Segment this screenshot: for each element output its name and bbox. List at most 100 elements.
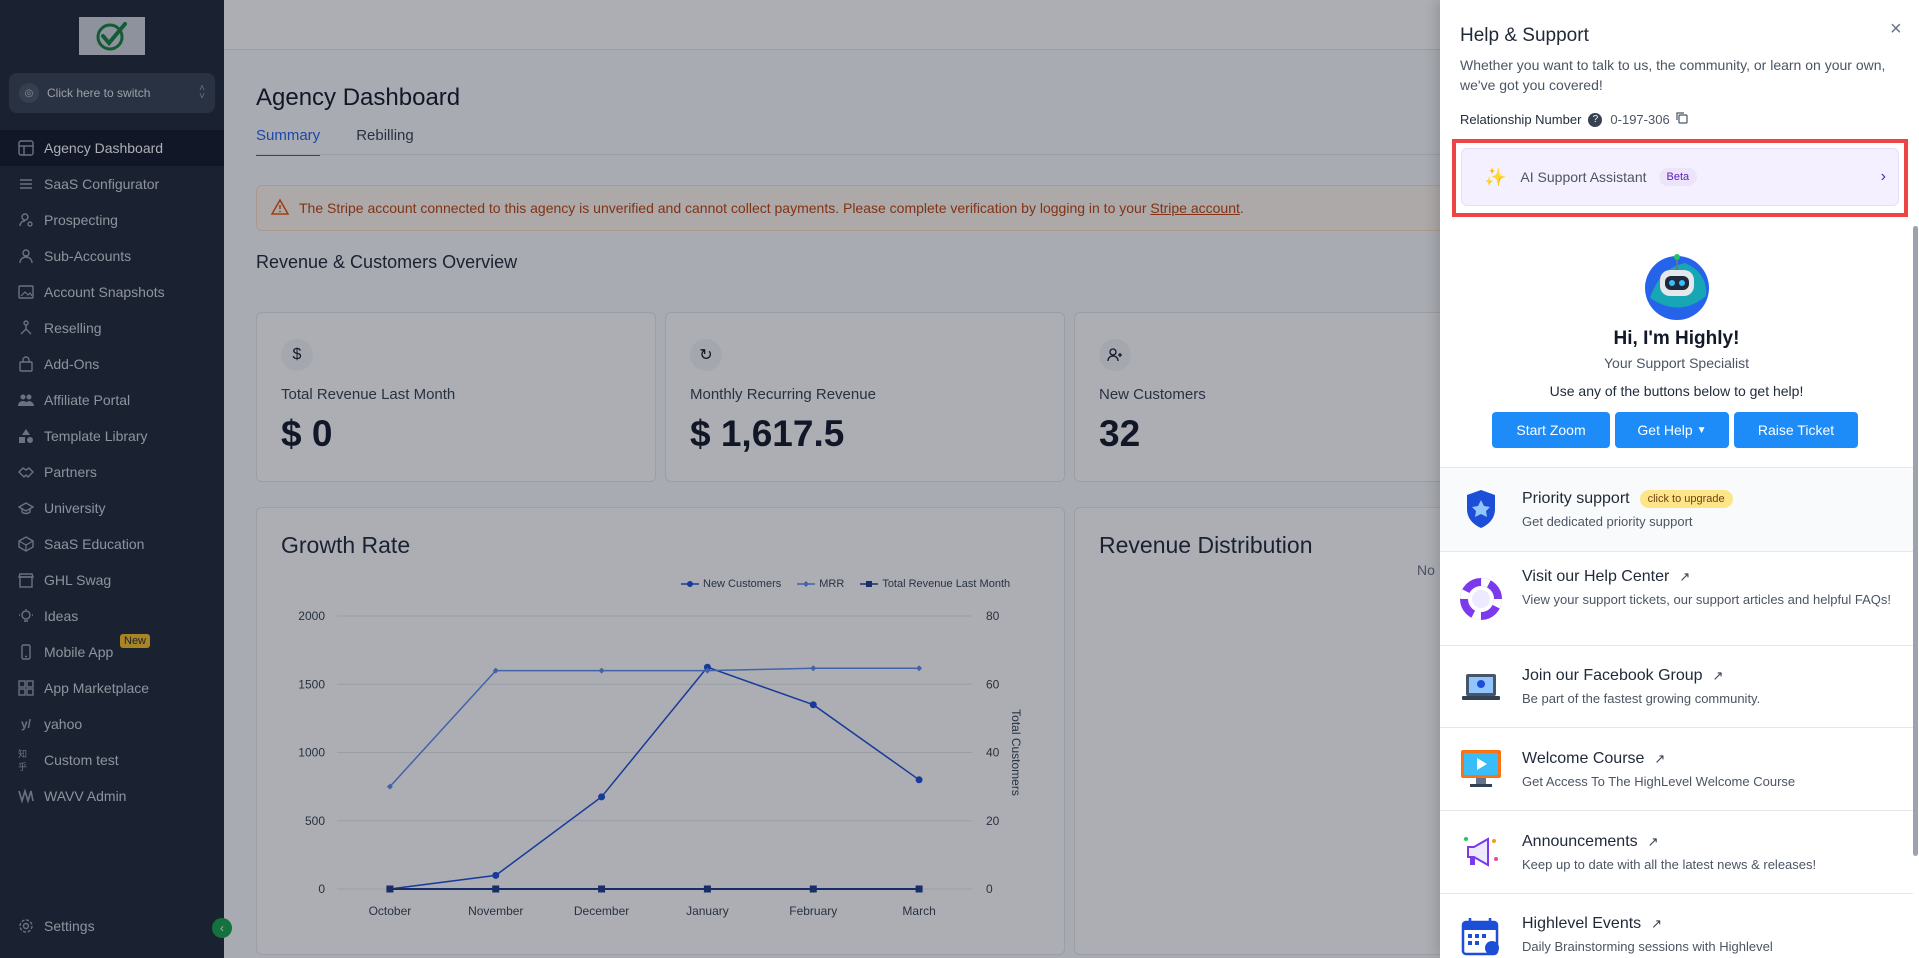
sidebar-item-app-marketplace[interactable]: App Marketplace: [0, 670, 224, 706]
data-point: [492, 667, 499, 674]
agency-logo[interactable]: [79, 17, 145, 55]
specialist-label: Your Support Specialist: [1603, 355, 1750, 371]
x-tick-label: March: [902, 904, 935, 918]
sidebar-item-account-snapshots[interactable]: Account Snapshots: [0, 274, 224, 310]
wavv-icon: [18, 788, 34, 804]
priority-support-title: Priority support: [1522, 490, 1630, 507]
support-item-facebook-group[interactable]: Join our Facebook Group ↗ Be part of the…: [1440, 645, 1913, 727]
account-switcher[interactable]: ◎ Click here to switch ˄ ˅: [9, 73, 215, 113]
data-point: [598, 667, 605, 674]
stat-card-mrr: ↻ Monthly Recurring Revenue $ 1,617.5: [665, 312, 1065, 482]
relationship-label: Relationship Number: [1460, 112, 1582, 127]
sidebar-item-reselling[interactable]: Reselling: [0, 310, 224, 346]
support-item-desc: Get Access To The HighLevel Welcome Cour…: [1522, 774, 1796, 789]
announcements-title: Announcements: [1522, 833, 1638, 850]
sidebar-item-label: GHL Swag: [44, 572, 112, 588]
sidebar-item-sub-accounts[interactable]: Sub-Accounts: [0, 238, 224, 274]
get-help-button[interactable]: Get Help ▼: [1615, 412, 1729, 448]
sidebar-item-settings[interactable]: Settings: [0, 908, 224, 944]
stat-value: $ 0: [281, 413, 333, 454]
sidebar-item-ideas[interactable]: Ideas: [0, 598, 224, 634]
legend-swatch-new-customers: [681, 581, 699, 587]
help-center-title: Visit our Help Center: [1522, 568, 1670, 585]
shapes-icon: [18, 428, 34, 444]
robot-avatar-icon: [1645, 254, 1709, 320]
graduation-icon: [18, 500, 34, 516]
growth-rate-chart: 2000 1500 1000 500 0 80 60 40 20 0 Total Customers…: [298, 609, 1023, 918]
dashboard-icon: [18, 140, 34, 156]
tab-summary[interactable]: Summary: [256, 127, 321, 156]
support-item-announcements[interactable]: Announcements ↗ Keep up to date with all…: [1440, 810, 1913, 893]
tree-icon: [18, 320, 34, 336]
question-icon[interactable]: ?: [1588, 112, 1603, 127]
sidebar-item-ghl-swag[interactable]: GHL Swag: [0, 562, 224, 598]
tab-rebilling[interactable]: Rebilling: [356, 127, 414, 144]
x-tick-label: January: [686, 904, 729, 918]
relationship-value: 0-197-306: [1610, 112, 1670, 127]
sidebar-item-label: Account Snapshots: [44, 284, 165, 300]
support-item-help-center[interactable]: Visit our Help Center ↗ View your suppor…: [1440, 551, 1913, 645]
sidebar-item-saas-configurator[interactable]: SaaS Configurator: [0, 166, 224, 202]
stripe-account-link[interactable]: Stripe account: [1150, 200, 1240, 216]
sidebar-item-agency-dashboard[interactable]: Agency Dashboard: [0, 130, 224, 166]
raise-ticket-button[interactable]: Raise Ticket: [1734, 412, 1858, 448]
sidebar-item-label: University: [44, 500, 106, 516]
support-item-welcome-course[interactable]: Welcome Course ↗ Get Access To The HighL…: [1440, 727, 1913, 810]
sidebar-item-prospecting[interactable]: Prospecting: [0, 202, 224, 238]
alert-end: .: [1239, 200, 1244, 216]
switcher-label: Click here to switch: [47, 86, 151, 100]
stat-label: Monthly Recurring Revenue: [690, 386, 876, 403]
no-data-text: No: [1417, 562, 1435, 578]
tab-bar: Summary Rebilling: [256, 127, 414, 156]
sparkle-icon: ✨: [1484, 166, 1507, 187]
legend-item[interactable]: New Customers: [681, 578, 781, 590]
sidebar-item-custom-test[interactable]: 知乎 Custom test: [0, 742, 224, 778]
legend-label: New Customers: [703, 578, 782, 590]
sidebar-item-partners[interactable]: Partners: [0, 454, 224, 490]
legend-label: MRR: [819, 578, 845, 590]
laptop-community-icon: [1462, 674, 1500, 700]
collapse-sidebar-button[interactable]: ‹: [212, 918, 232, 938]
legend-swatch-total-revenue: [860, 581, 879, 587]
yahoo-icon: y/: [20, 717, 31, 731]
upgrade-badge[interactable]: click to upgrade: [1639, 490, 1733, 508]
relationship-number-row: Relationship Number ? 0-197-306: [1460, 112, 1688, 127]
y-left-tick-label: 0: [318, 882, 325, 896]
sidebar-item-affiliate-portal[interactable]: Affiliate Portal: [0, 382, 224, 418]
copy-icon[interactable]: [1676, 112, 1688, 127]
data-point: [598, 793, 606, 801]
data-point: [704, 667, 711, 674]
user-icon: [18, 248, 34, 264]
sidebar-item-yahoo[interactable]: y/ yahoo: [0, 706, 224, 742]
sidebar-item-mobile-app[interactable]: Mobile App New: [0, 634, 224, 670]
sidebar-item-add-ons[interactable]: Add-Ons: [0, 346, 224, 382]
chart-title: Growth Rate: [281, 532, 411, 558]
dollar-icon: $: [281, 339, 313, 371]
data-point: [703, 885, 711, 893]
external-link-icon: ↗: [1679, 569, 1691, 584]
sidebar-item-wavv-admin[interactable]: WAVV Admin: [0, 778, 224, 814]
sidebar-item-saas-education[interactable]: SaaS Education: [0, 526, 224, 562]
modal-backdrop[interactable]: [0, 0, 1440, 958]
support-item-priority[interactable]: Priority support click to upgrade Get de…: [1440, 467, 1913, 551]
megaphone-icon: [1464, 837, 1498, 867]
sidebar-item-university[interactable]: University: [0, 490, 224, 526]
warning-icon: [270, 197, 290, 218]
support-item-highlevel-events[interactable]: Highlevel Events ↗ Daily Brainstorming s…: [1440, 893, 1913, 958]
sidebar-item-label: Reselling: [44, 320, 102, 336]
sidebar-item-template-library[interactable]: Template Library: [0, 418, 224, 454]
close-icon[interactable]: ×: [1890, 18, 1902, 40]
sidebar-item-label: Agency Dashboard: [44, 140, 164, 156]
ai-support-assistant-button[interactable]: ✨ AI Support Assistant Beta ›: [1461, 148, 1899, 206]
data-point: [809, 885, 817, 893]
data-point: [492, 885, 500, 893]
start-zoom-button[interactable]: Start Zoom: [1492, 412, 1610, 448]
x-tick-label: December: [574, 904, 629, 918]
legend-item[interactable]: MRR: [797, 578, 844, 590]
support-item-desc: Keep up to date with all the latest news…: [1522, 857, 1817, 872]
scrollbar[interactable]: [1913, 226, 1918, 856]
support-item-desc: Daily Brainstorming sessions with Highle…: [1522, 939, 1773, 954]
legend-item[interactable]: Total Revenue Last Month: [860, 578, 1010, 590]
chevron-right-icon: ›: [1880, 168, 1886, 185]
stat-label: New Customers: [1099, 386, 1206, 403]
